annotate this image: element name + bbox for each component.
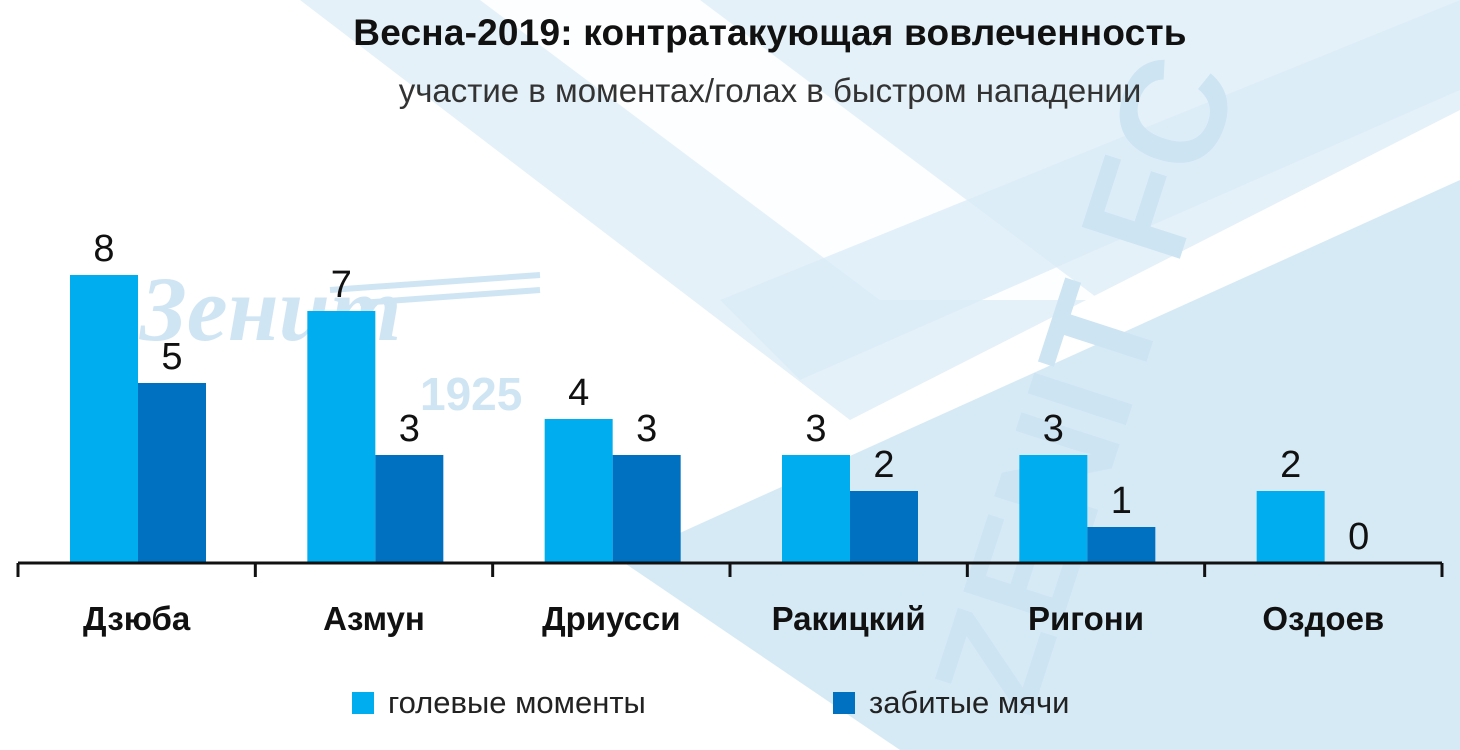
data-label-chances-1: 7 — [331, 264, 352, 306]
legend-label-chances: голевые моменты — [388, 685, 646, 720]
category-label-5: Оздоев — [1262, 600, 1384, 637]
bar-chances-1 — [307, 311, 376, 563]
bar-chances-0 — [70, 275, 138, 563]
data-label-goals-3: 2 — [873, 444, 894, 486]
bar-chances-2 — [544, 419, 613, 563]
legend-item-chances: голевые моменты — [352, 685, 646, 721]
data-label-chances-0: 8 — [93, 228, 114, 270]
legend-label-goals: забитые мячи — [869, 685, 1070, 720]
bar-goals-1 — [375, 455, 444, 563]
data-label-goals-2: 3 — [636, 408, 657, 450]
chart-subtitle: участие в моментах/голах в быстром напад… — [398, 72, 1142, 109]
data-label-goals-4: 1 — [1111, 480, 1132, 522]
bar-chances-3 — [782, 455, 850, 563]
bar-goals-4 — [1087, 527, 1156, 563]
data-label-goals-5: 0 — [1348, 516, 1369, 558]
chart-legend: голевые моменты забитые мячи — [0, 685, 1460, 729]
data-label-chances-2: 4 — [568, 372, 589, 414]
data-label-goals-0: 5 — [161, 336, 182, 378]
bar-chances-4 — [1019, 455, 1088, 563]
legend-swatch-goals — [833, 692, 855, 714]
category-label-4: Ригони — [1028, 600, 1144, 637]
bar-goals-3 — [850, 491, 918, 563]
legend-swatch-chances — [352, 692, 374, 714]
chart-title: Весна-2019: контратакующая вовлеченность — [353, 12, 1187, 53]
category-label-1: Азмун — [323, 600, 425, 637]
data-label-chances-3: 3 — [805, 408, 826, 450]
category-label-2: Дриусси — [542, 600, 680, 637]
data-label-chances-5: 2 — [1280, 444, 1301, 486]
bar-goals-2 — [612, 455, 681, 563]
bar-goals-0 — [138, 383, 206, 563]
legend-item-goals: забитые мячи — [833, 685, 1069, 721]
data-label-goals-1: 3 — [399, 408, 420, 450]
zenit-logo-watermark: Зенит 1925 — [139, 258, 541, 420]
data-label-chances-4: 3 — [1043, 408, 1064, 450]
category-label-3: Ракицкий — [772, 600, 926, 637]
bar-chances-5 — [1256, 491, 1325, 563]
zenit-year-text: 1925 — [420, 368, 522, 420]
category-label-0: Дзюба — [83, 600, 191, 637]
